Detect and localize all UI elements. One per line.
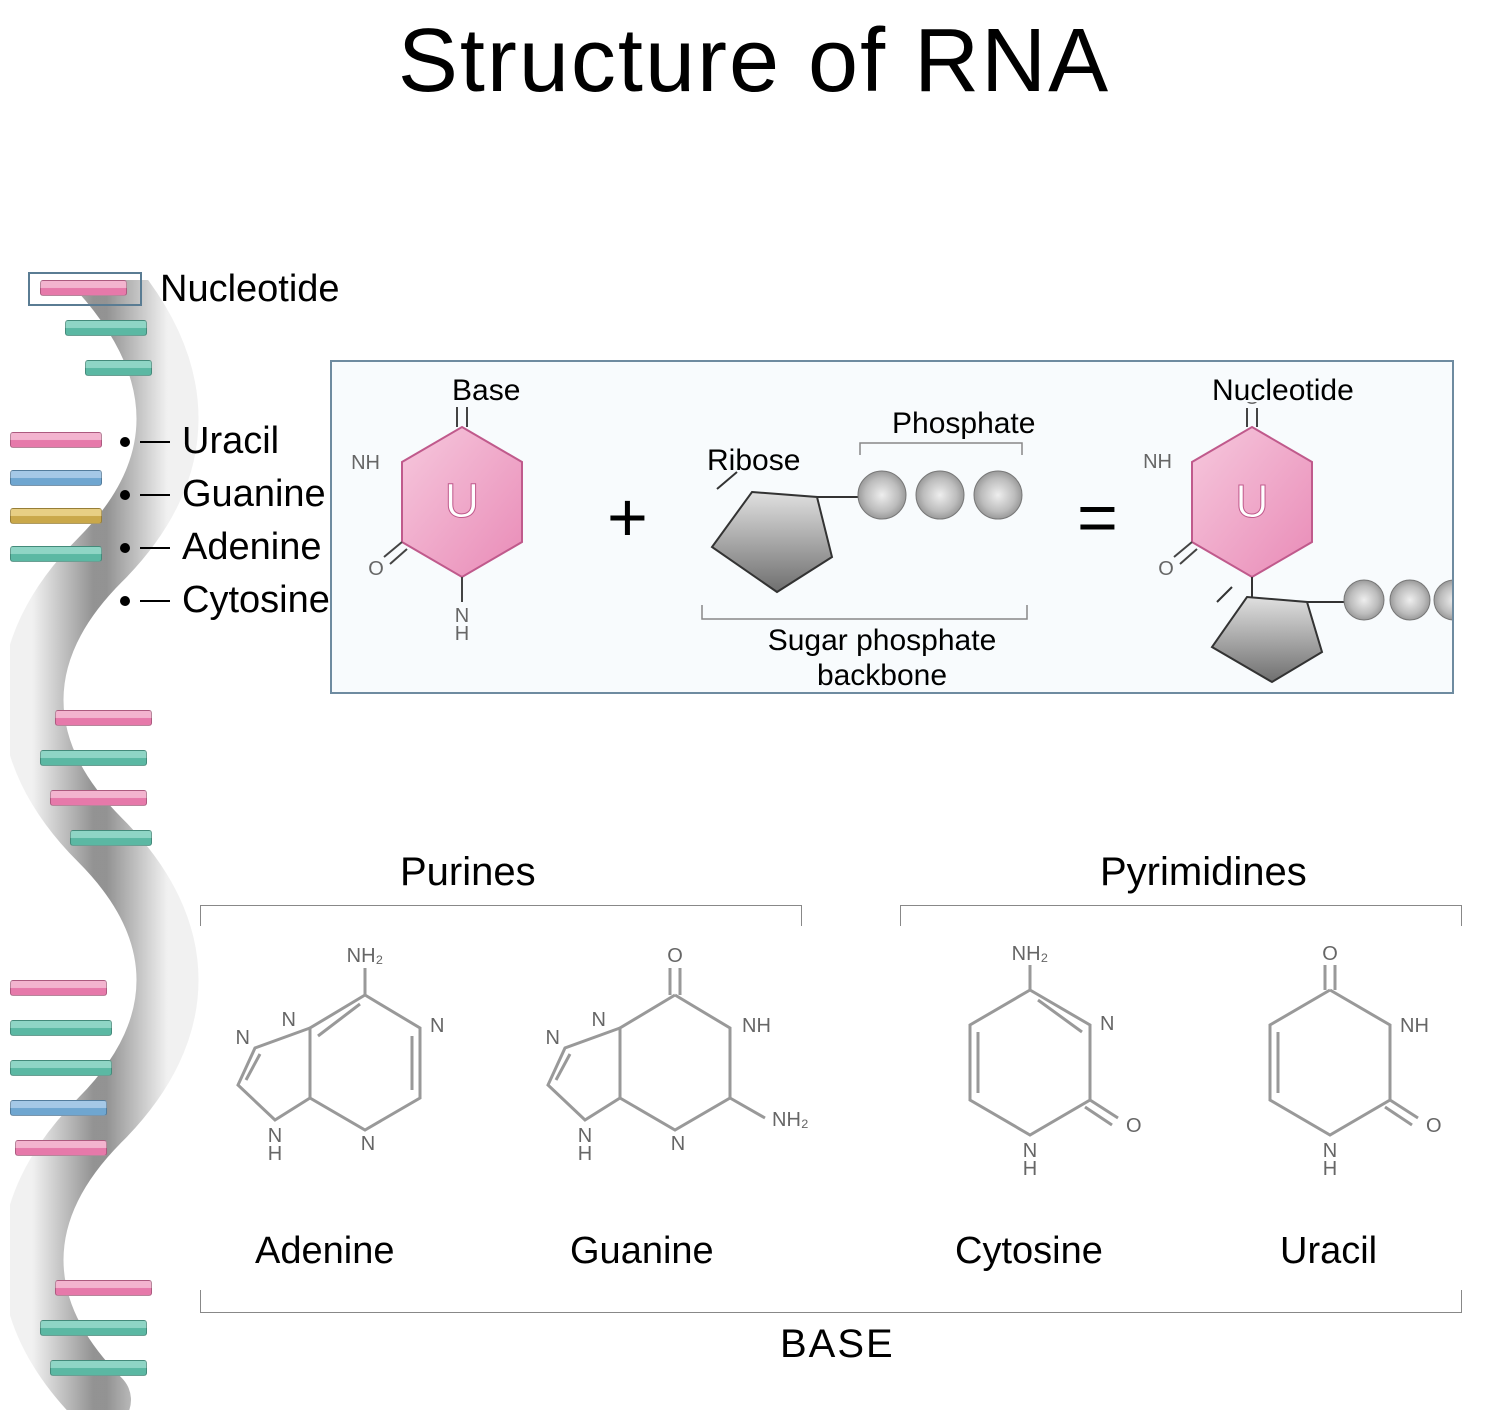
legend-label: Cytosine [182,579,330,622]
svg-text:U: U [1235,475,1268,527]
guanine-structure-icon: O NH N N N H N NH₂ [510,940,810,1200]
svg-text:O: O [667,945,683,967]
svg-text:N: N [282,1009,296,1031]
bases-section: Purines Pyrimidines NH₂ N N N N [200,850,1470,1390]
phosphate-label: Phosphate [892,407,1035,441]
svg-text:NH₂: NH₂ [347,945,384,967]
legend-dash [140,441,170,443]
helix-rung [55,1280,152,1296]
svg-text:O: O [368,558,384,580]
adenine-name: Adenine [255,1230,394,1273]
helix-rung [15,1140,107,1156]
legend-dash [140,494,170,496]
legend-dash [140,547,170,549]
svg-text:NH: NH [352,452,380,474]
svg-text:O: O [1126,1115,1142,1137]
svg-text:NH: NH [1400,1015,1429,1037]
helix-rung [50,790,147,806]
base-legend: Uracil Guanine Adenine Cytosine [120,420,330,632]
helix-rung [10,1100,107,1116]
helix-rung [10,432,102,448]
helix-rung [10,470,102,486]
nucleotide-equation-box: Base U O NH O N H + [330,360,1454,694]
legend-label: Adenine [182,526,321,569]
helix-rung [55,710,152,726]
nucleotide-result-icon: U O NH O [1132,402,1452,692]
svg-text:NH₂: NH₂ [772,1109,809,1131]
svg-text:N: N [430,1015,444,1037]
helix-rung [50,1360,147,1376]
pyrimidines-bracket [900,905,1462,926]
svg-text:H: H [578,1143,592,1165]
svg-text:H: H [1023,1158,1037,1180]
legend-row-cytosine: Cytosine [120,579,330,622]
diagram-root: Structure of RNA Nucleotide Uracil Guanin… [0,0,1508,1420]
svg-text:NH: NH [742,1015,771,1037]
svg-text:N: N [361,1133,375,1155]
guanine-name: Guanine [570,1230,714,1273]
svg-text:NH₂: NH₂ [1012,943,1049,965]
svg-text:O: O [1322,943,1338,965]
purines-bracket [200,905,802,926]
svg-text:U: U [445,475,480,528]
legend-dot [120,596,130,606]
page-title: Structure of RNA [0,10,1508,113]
ribose-phosphate-icon [682,437,1052,647]
legend-row-guanine: Guanine [120,473,330,516]
svg-text:N: N [671,1133,685,1155]
svg-text:O: O [1244,402,1260,409]
helix-rung [10,1020,112,1036]
helix-rung [40,1320,147,1336]
svg-text:O: O [454,407,470,408]
svg-text:N: N [1100,1013,1114,1035]
svg-text:N: N [592,1009,606,1031]
pyrimidines-label: Pyrimidines [1100,850,1307,895]
legend-row-adenine: Adenine [120,526,330,569]
nucleotide-label: Nucleotide [160,268,340,311]
cytosine-structure-icon: NH₂ N N H O [920,940,1150,1200]
svg-text:O: O [1158,558,1174,580]
helix-rung [10,980,107,996]
helix-rung [40,750,147,766]
helix-rung [70,830,152,846]
svg-text:H: H [1323,1158,1337,1180]
helix-rung [10,1060,112,1076]
svg-text:H: H [268,1143,282,1165]
helix-rung [10,546,102,562]
backbone-label: Sugar phosphatebackbone [762,624,1002,693]
uracil-name: Uracil [1280,1230,1377,1273]
legend-label: Uracil [182,420,279,463]
legend-dash [140,600,170,602]
legend-dot [120,437,130,447]
base-title: BASE [780,1322,895,1367]
svg-text:N: N [236,1027,250,1049]
svg-text:N: N [546,1027,560,1049]
cytosine-name: Cytosine [955,1230,1103,1273]
base-label: Base [452,374,520,408]
purines-label: Purines [400,850,536,895]
legend-dot [120,490,130,500]
legend-row-uracil: Uracil [120,420,330,463]
svg-text:H: H [455,623,469,645]
uracil-structure-icon: O NH N H O [1220,940,1450,1200]
nucleotide-highlight-box [28,272,142,306]
legend-label: Guanine [182,473,326,516]
helix-rung [85,360,152,376]
bases-bottom-bracket [200,1290,1462,1313]
equals-icon: = [1077,477,1118,557]
svg-text:O: O [1426,1115,1442,1137]
svg-text:NH: NH [1143,451,1172,473]
helix-rung [65,320,147,336]
adenine-structure-icon: NH₂ N N N N H N [200,940,480,1200]
helix-rung [10,508,102,524]
plus-icon: + [607,477,648,557]
legend-dot [120,543,130,553]
base-hexagon-icon: U O NH O N H [352,407,572,667]
